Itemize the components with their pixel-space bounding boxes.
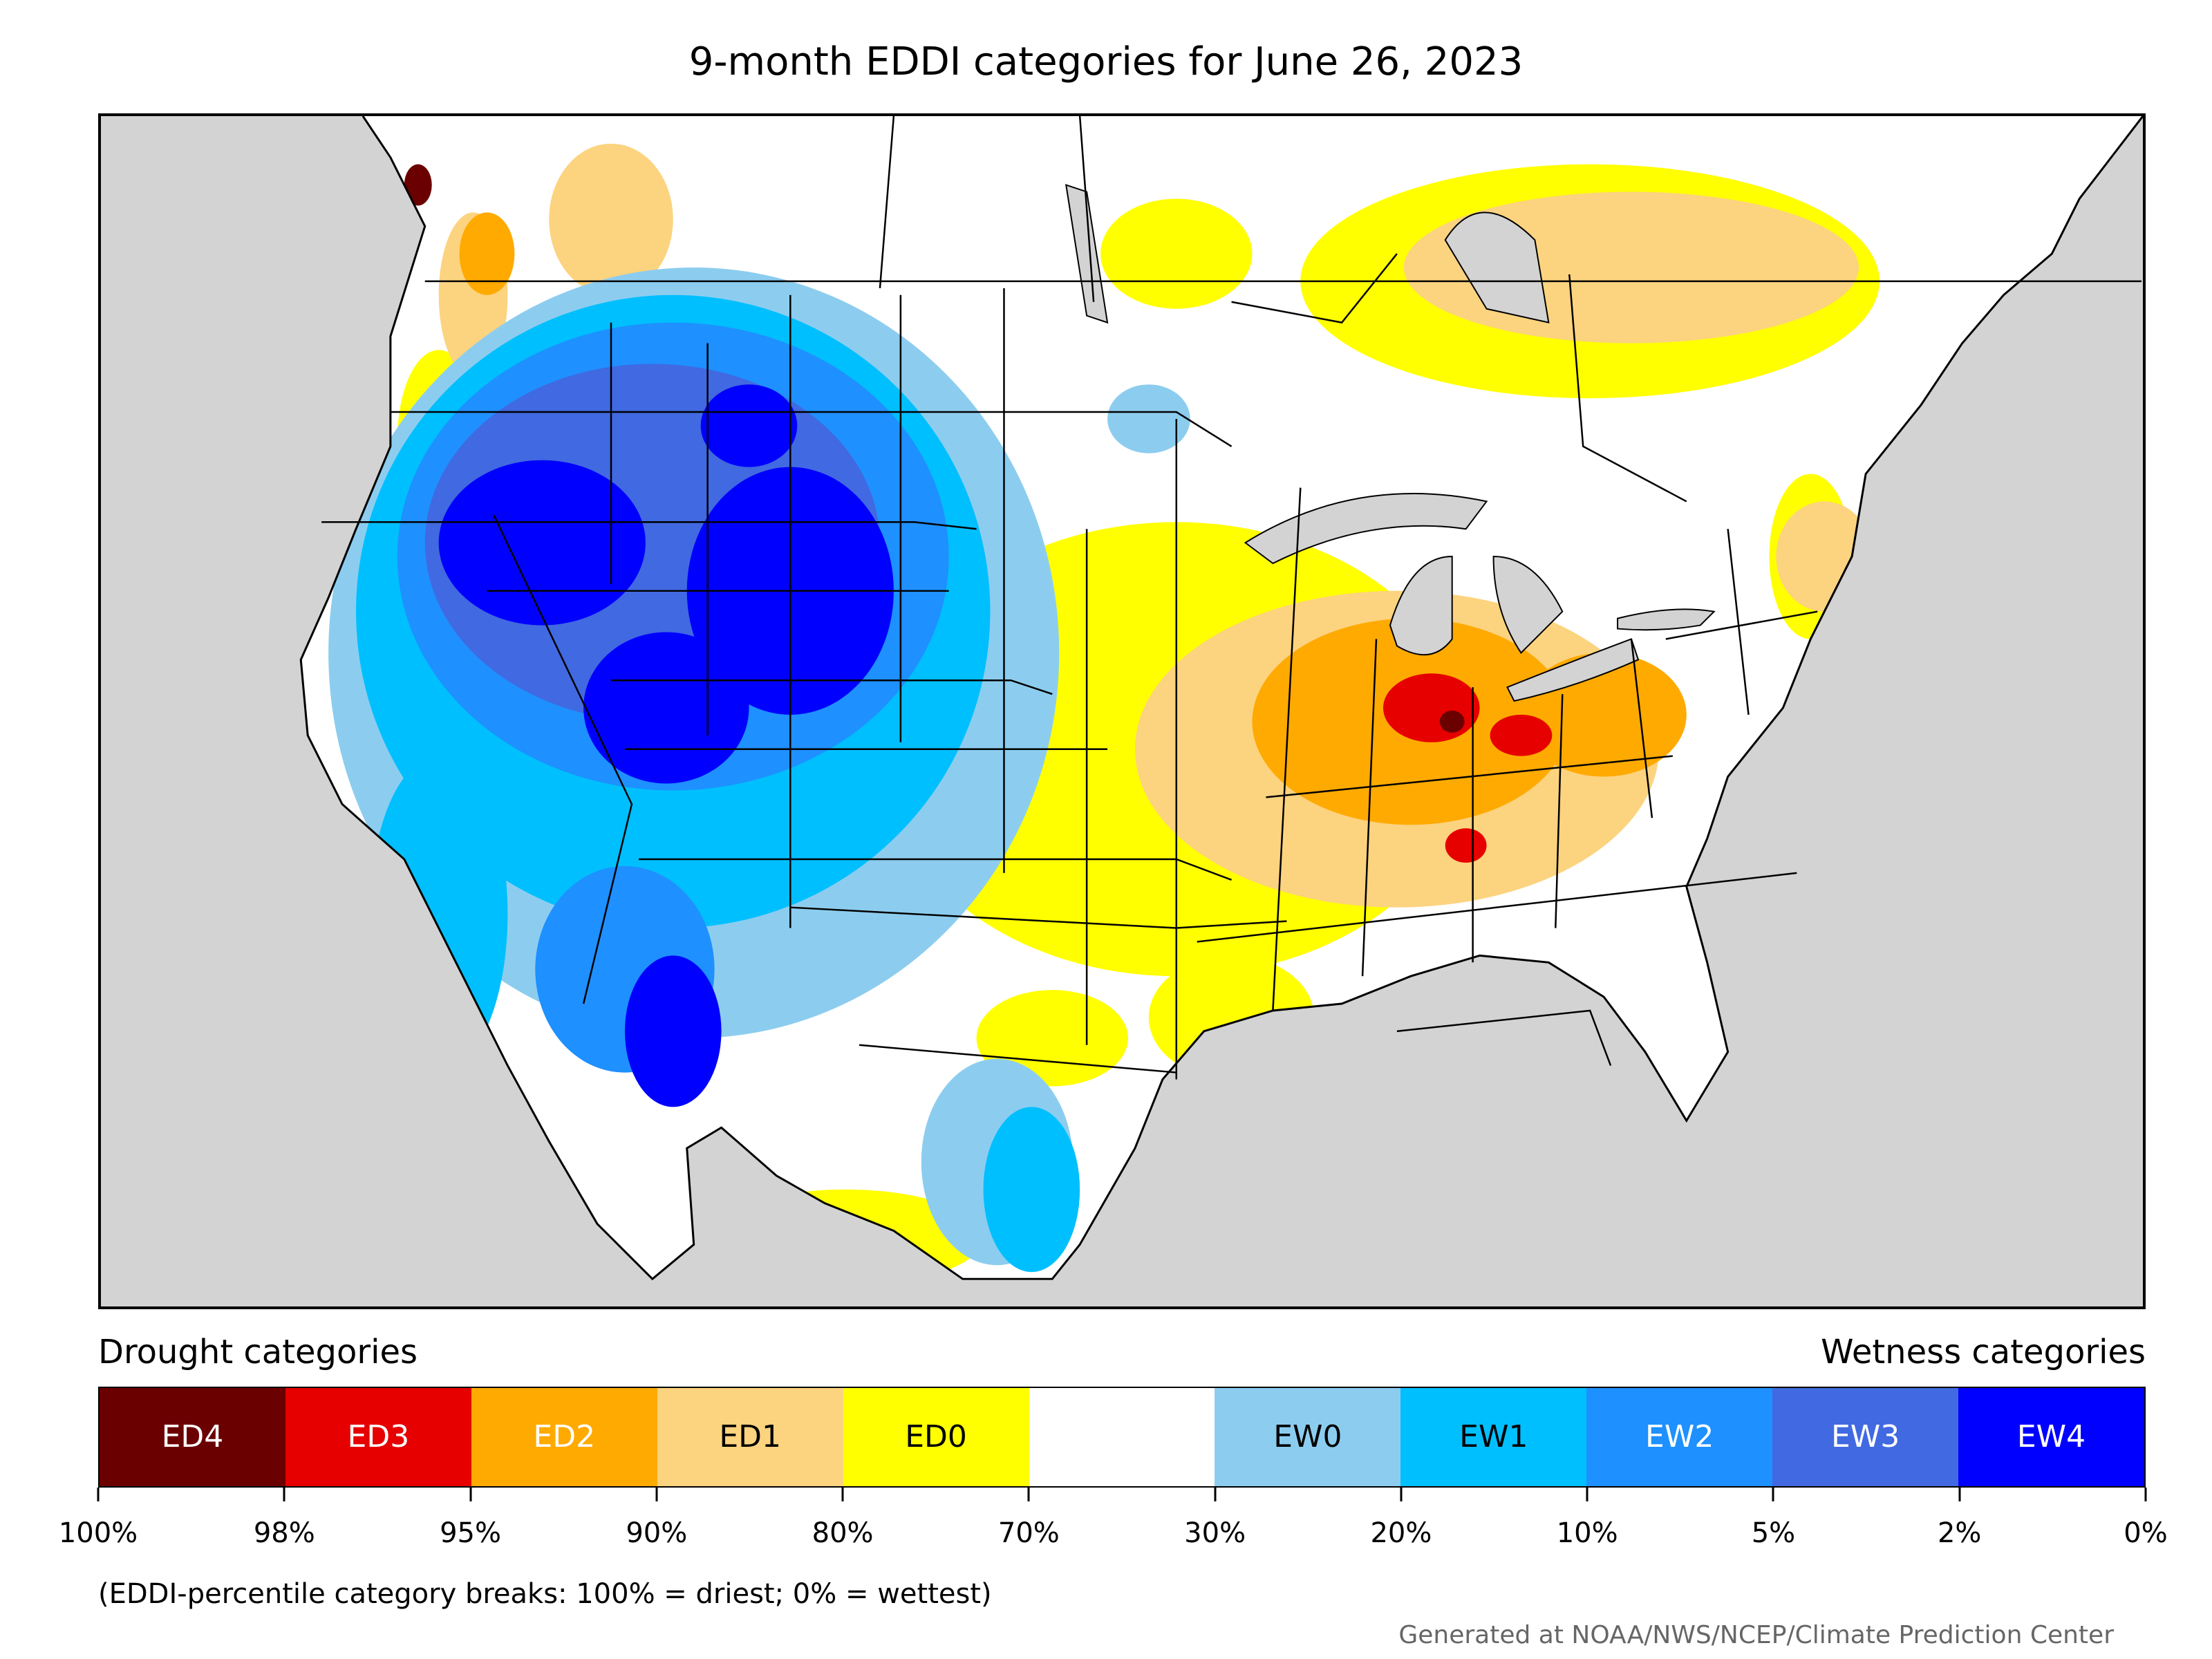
- wetness-categories-header: Wetness categories: [1821, 1333, 2146, 1371]
- colorbar-tick: [1027, 1488, 1030, 1501]
- colorbar-cell-normal: [1029, 1388, 1215, 1486]
- colorbar-cell-ew1: EW1: [1400, 1388, 1587, 1486]
- colorbar-cell-ed1: ED1: [657, 1388, 843, 1486]
- colorbar-cell-ed4: ED4: [100, 1388, 285, 1486]
- colorbar-cell-ew4: EW4: [1958, 1388, 2144, 1486]
- colorbar-tick: [1586, 1488, 1588, 1501]
- colorbar-cell-ew3: EW3: [1772, 1388, 1959, 1486]
- colorbar-tick: [1214, 1488, 1217, 1501]
- colorbar-tick: [1958, 1488, 1961, 1501]
- tick-label: 5%: [1751, 1517, 1796, 1549]
- state-borders: [321, 116, 2142, 1080]
- colorbar-tick: [97, 1488, 100, 1501]
- colorbar-cell-ed3: ED3: [285, 1388, 471, 1486]
- great-lakes: [1065, 184, 1716, 702]
- tick-label: 10%: [1556, 1517, 1618, 1549]
- eddi-map: [98, 113, 2146, 1309]
- tick-label: 30%: [1184, 1517, 1246, 1549]
- colorbar-tick: [283, 1488, 285, 1501]
- colorbar-cell-ed2: ED2: [471, 1388, 657, 1486]
- tick-label: 95%: [440, 1517, 501, 1549]
- colorbar-ticks: [97, 1488, 2147, 1508]
- tick-label: 90%: [626, 1517, 688, 1549]
- tick-label: 98%: [253, 1517, 315, 1549]
- colorbar-cell-ew2: EW2: [1586, 1388, 1773, 1486]
- colorbar-tick: [2144, 1488, 2147, 1501]
- colorbar-cell-ed0: ED0: [843, 1388, 1029, 1486]
- percentile-note: (EDDI-percentile category breaks: 100% =…: [98, 1578, 992, 1610]
- tick-label: 0%: [2124, 1517, 2168, 1549]
- tick-label: 100%: [58, 1517, 138, 1549]
- colorbar-tick: [841, 1488, 844, 1501]
- colorbar-tick: [469, 1488, 472, 1501]
- tick-label: 2%: [1937, 1517, 1982, 1549]
- credit-line: Generated at NOAA/NWS/NCEP/Climate Predi…: [1398, 1621, 2114, 1649]
- colorbar-tick: [1400, 1488, 1403, 1501]
- map-canvas: [101, 116, 2143, 1306]
- colorbar-cell-ew0: EW0: [1215, 1388, 1401, 1486]
- tick-label: 80%: [812, 1517, 874, 1549]
- colorbar-tick: [655, 1488, 658, 1501]
- map-title: 9-month EDDI categories for June 26, 202…: [688, 39, 1524, 84]
- coastline: [299, 116, 2143, 1281]
- category-colorbar: ED4 ED3 ED2 ED1 ED0 EW0 EW1 EW2 EW3 EW4: [98, 1387, 2146, 1488]
- colorbar-tick: [1772, 1488, 1774, 1501]
- tick-label: 70%: [997, 1517, 1060, 1549]
- ed4-regions: [404, 164, 1465, 733]
- tick-label: 20%: [1370, 1517, 1432, 1549]
- drought-categories-header: Drought categories: [98, 1333, 418, 1371]
